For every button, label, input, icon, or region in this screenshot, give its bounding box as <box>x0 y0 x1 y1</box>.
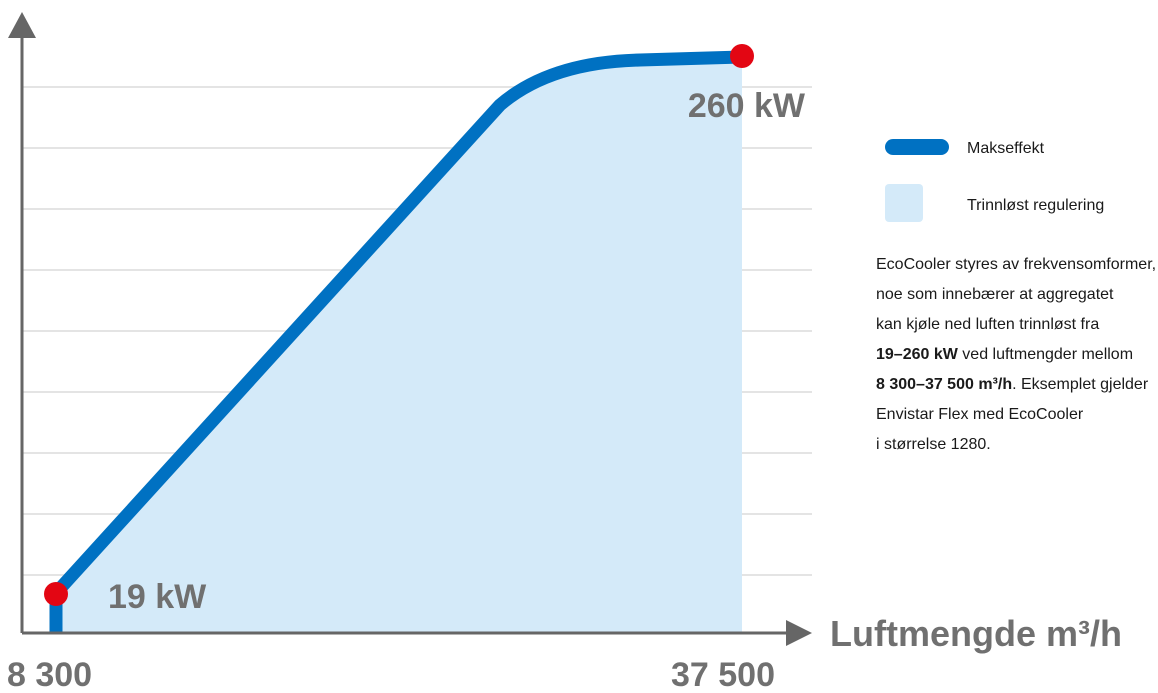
power-range-text: 19–260 kW <box>876 346 958 363</box>
stepless-range-area <box>56 57 742 634</box>
start-value-label: 19 kW <box>108 578 207 616</box>
description-line: kan kjøle ned luften trinnløst fra <box>876 316 1100 333</box>
description-fragment: ved luftmengder mellom <box>957 346 1134 363</box>
description-line: 19–260 kW ved luftmengder mellom <box>876 340 1158 370</box>
legend-label-range: Trinnløst regulering <box>967 197 1104 214</box>
legend-line-swatch <box>885 139 949 155</box>
legend-label-max: Makseffekt <box>967 140 1045 157</box>
description-line: EcoCooler styres av frekvensomformer, <box>876 256 1157 273</box>
description-line: 8 300–37 500 m³/h. Eksemplet gjelder <box>876 370 1158 400</box>
description-fragment: . Eksemplet gjelder <box>1012 376 1149 393</box>
description-line: Envistar Flex med EcoCooler <box>876 406 1084 423</box>
axes <box>8 12 812 646</box>
description-text: EcoCooler styres av frekvensomformer, no… <box>876 250 1158 460</box>
y-axis-arrow-icon <box>8 12 36 38</box>
end-value-label: 260 kW <box>688 87 806 125</box>
x-axis-arrow-icon <box>786 620 812 646</box>
legend-area-swatch <box>885 184 923 222</box>
description-line: i størrelse 1280. <box>876 436 991 453</box>
x-axis-title: Luftmengde m³/h <box>830 613 1122 654</box>
x-tick-label-max: 37 500 <box>671 656 775 693</box>
data-point-start <box>44 582 68 606</box>
legend: Makseffekt Trinnløst regulering <box>885 139 1104 222</box>
data-point-end <box>730 44 754 68</box>
x-tick-label-min: 8 300 <box>7 656 92 693</box>
max-power-line <box>49 50 743 634</box>
description-line: noe som innebærer at aggregatet <box>876 286 1114 303</box>
airflow-range-text: 8 300–37 500 m³/h <box>876 376 1013 393</box>
